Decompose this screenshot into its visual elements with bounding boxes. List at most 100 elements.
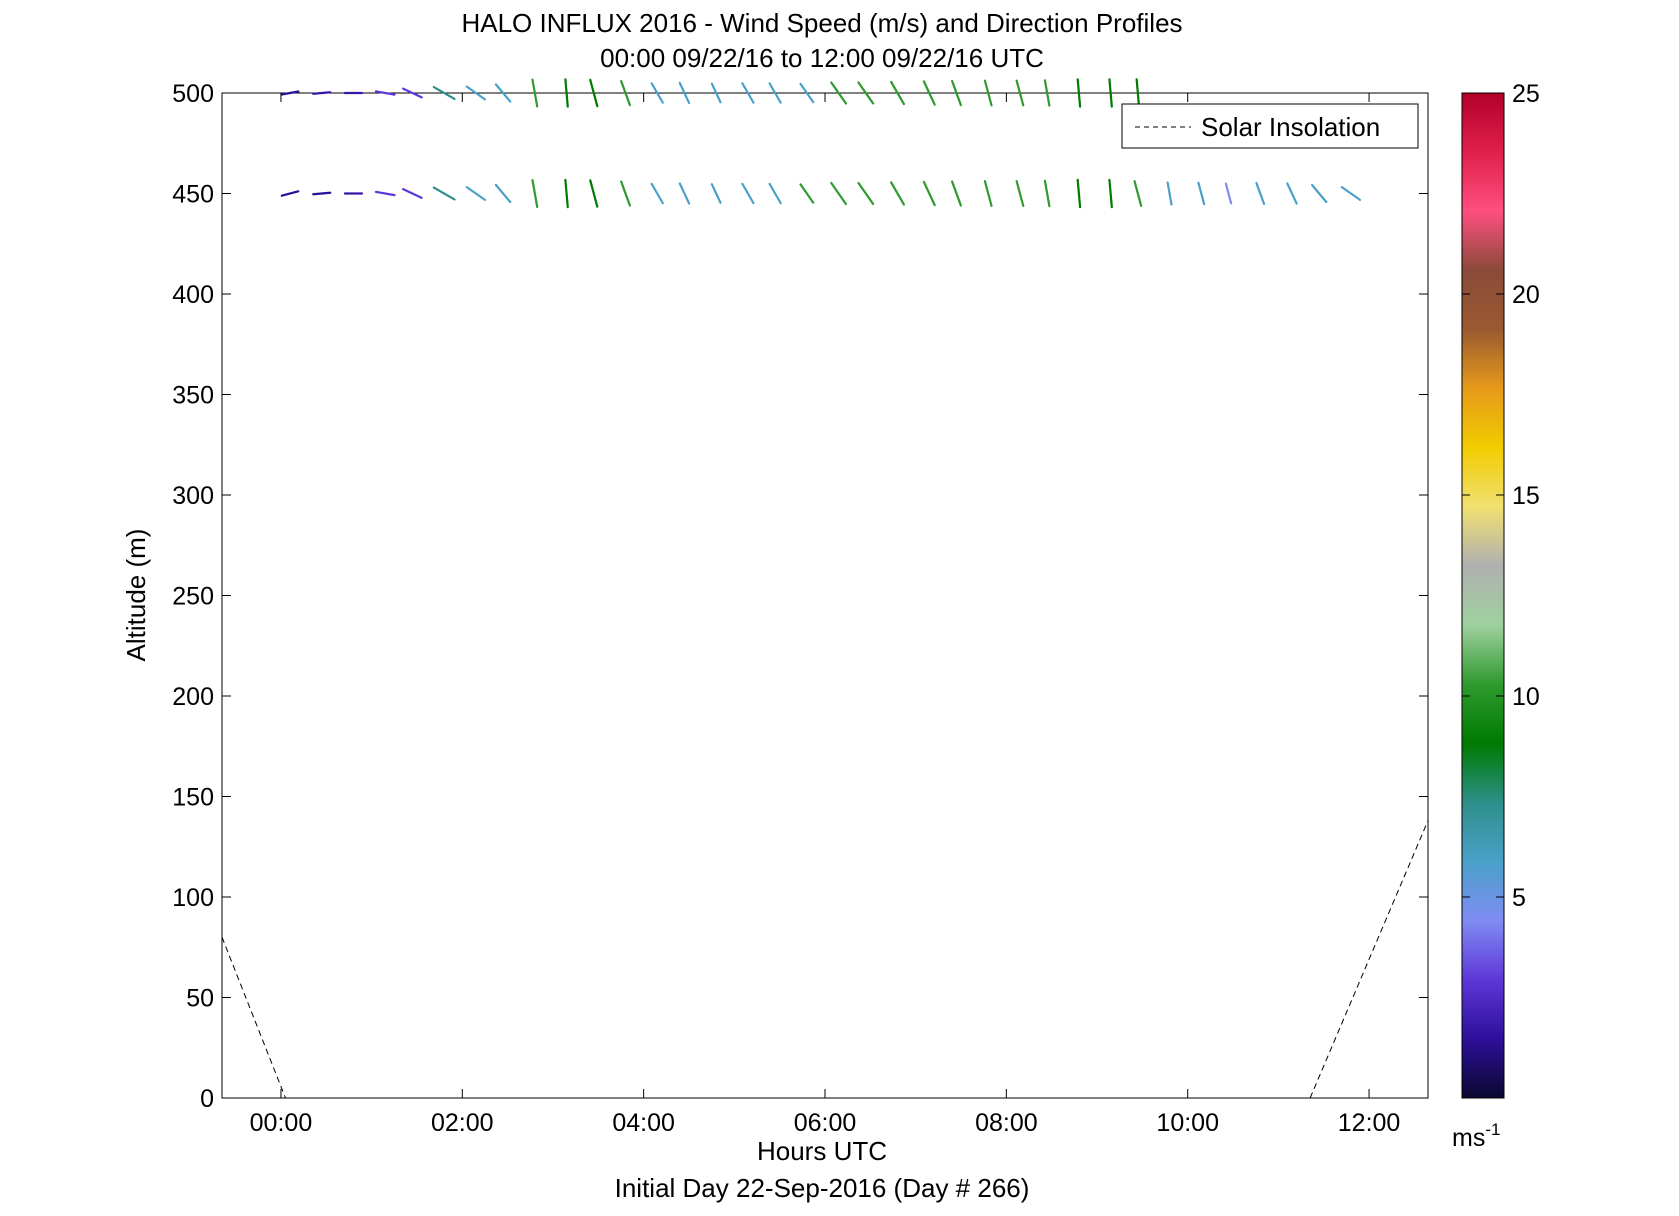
wind-vector [1043,179,1051,208]
wind-vector [280,190,300,197]
colorbar-ticks: 5 10 15 20 25 [1462,80,1540,912]
x-tick-label: 04:00 [612,1109,675,1137]
wind-vector [741,182,755,205]
wind-vector [890,181,906,206]
colorbar-tick-label: 10 [1512,683,1540,711]
wind-vector-layer [280,78,1362,209]
wind-vector [589,179,599,208]
y-tick-label: 400 [172,281,214,309]
wind-vector [890,80,906,106]
wind-vector [564,178,569,209]
legend-box: Solar Insolation [1121,103,1419,149]
wind-vector [1015,180,1025,207]
wind-vector [1108,78,1113,108]
wind-vector [768,82,782,104]
wind-vector [465,85,487,101]
chart-title: HALO INFLUX 2016 - Wind Speed (m/s) and … [461,8,1182,38]
wind-vector [650,182,664,205]
wind-vector [650,82,664,104]
wind-vector [830,81,848,105]
y-tick-label: 200 [172,683,214,711]
y-tick-label: 250 [172,583,214,611]
colorbar [1461,92,1505,1099]
y-tick-label: 350 [172,382,214,410]
colorbar-unit-label: ms-1 [1452,1120,1500,1152]
wind-vector [678,81,691,105]
y-tick-label: 300 [172,482,214,510]
wind-vector [830,181,848,206]
axis-layer: 00:00 02:00 04:00 06:00 08:00 10:00 12:00 0 50 10… [172,80,1428,1137]
x-tick-label: 02:00 [431,1109,494,1137]
wind-vector [374,190,396,197]
y-tick-label: 100 [172,884,214,912]
wind-vector [1286,182,1298,205]
wind-vector [620,79,631,107]
y-tick-label: 450 [172,181,214,209]
wind-vector [620,180,631,207]
y-tick-label: 0 [200,1085,214,1113]
wind-vector [857,181,875,206]
wind-vector [531,78,539,108]
wind-vector [1076,78,1082,108]
wind-vector [1135,78,1141,108]
wind-vector [857,81,875,105]
solar-insolation-line [221,937,286,1099]
y-tick-label: 150 [172,784,214,812]
colorbar-tick-label: 20 [1512,281,1540,309]
wind-vector [402,87,423,99]
solar-insolation-layer [221,820,1429,1099]
legend-label: Solar Insolation [1201,112,1380,142]
solar-insolation-line [1309,820,1429,1099]
x-tick-label: 06:00 [794,1109,857,1137]
y-tick-label: 500 [172,80,214,108]
wind-vector [983,79,993,107]
plot-frame [221,92,1429,1099]
wind-vector [678,182,691,205]
x-tick-label: 10:00 [1156,1109,1219,1137]
wind-vector [564,78,569,108]
x-axis-label: Hours UTC [757,1136,887,1166]
wind-vector [280,90,300,96]
wind-vector [589,78,599,108]
wind-vector [402,188,423,199]
wind-vector [1133,180,1143,207]
y-axis-label: Altitude (m) [121,529,151,662]
wind-vector [799,82,815,104]
wind-vector [799,183,815,204]
colorbar-tick-label: 15 [1512,482,1540,510]
wind-vector [432,186,456,201]
wind-vector [465,186,487,201]
x-tick-label: 12:00 [1338,1109,1401,1137]
chart-subtitle: 00:00 09/22/16 to 12:00 09/22/16 UTC [600,43,1044,73]
wind-vector [531,178,539,209]
wind-vector [494,83,512,103]
wind-vector [1108,178,1113,209]
wind-vector [951,79,962,107]
wind-vector [922,180,936,207]
wind-vector [710,82,722,104]
y-tick-label: 50 [186,985,214,1013]
x-tick-label: 08:00 [975,1109,1038,1137]
colorbar-tick-label: 5 [1512,884,1526,912]
x-axis-label-day: Initial Day 22-Sep-2016 (Day # 266) [615,1173,1030,1203]
wind-vector [1043,79,1051,107]
wind-vector [1197,181,1206,206]
wind-vector [768,182,782,205]
wind-vector [983,180,993,207]
wind-vector [312,191,332,196]
wind-vector [1310,183,1328,204]
wind-vector [1166,181,1173,206]
x-tick-label: 00:00 [250,1109,313,1137]
wind-vector [1076,178,1082,209]
wind-vector [1015,79,1025,107]
wind-vector [432,85,456,101]
wind-vector [951,180,962,207]
wind-vector [1340,186,1362,201]
wind-vector [374,90,396,96]
wind-vector [1224,182,1233,205]
wind-vector [922,80,936,106]
wind-vector [1255,181,1266,206]
wind-vector [494,183,512,204]
wind-vector [710,183,722,204]
